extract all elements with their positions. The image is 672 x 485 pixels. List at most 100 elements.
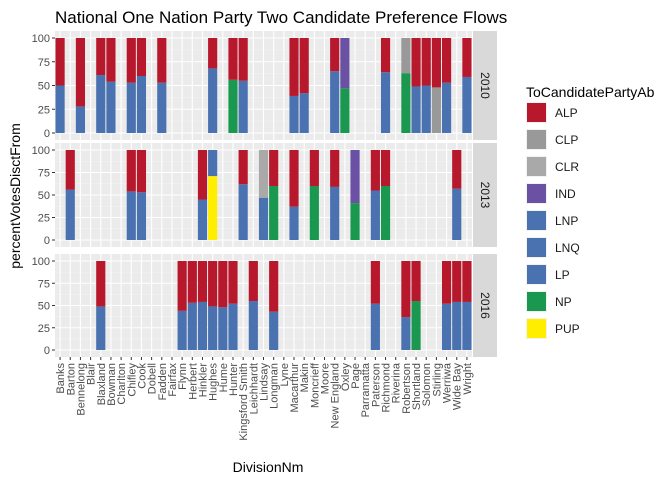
bar-segment-alp (431, 38, 441, 88)
x-tick-label: Shortland (411, 363, 423, 410)
bar-segment-lnp (208, 68, 218, 133)
x-tick-label: Cook (136, 363, 148, 389)
x-tick-label: Hume (218, 363, 230, 392)
bar-segment-alp (452, 150, 462, 189)
bar-segment-alp (248, 261, 258, 302)
bar-segment-lnp (126, 82, 136, 133)
bar-segment-lnp (380, 72, 391, 133)
bar-segment-lnp (330, 186, 340, 240)
bar-segment-lnp (55, 85, 65, 133)
x-tick-label: Wright (462, 363, 474, 395)
bar-segment-lnp (289, 95, 299, 133)
legend-swatch-alp (527, 103, 546, 122)
bar-segment-alp (106, 38, 116, 82)
x-tick-label: Macarthur (289, 363, 301, 413)
bar-segment-alp (441, 38, 452, 83)
bar-segment-lnp (289, 206, 299, 240)
x-tick-label: Leichhardt (248, 363, 260, 414)
bar-segment-alp (55, 38, 65, 86)
y-tick-label: 50 (38, 190, 50, 202)
bar-segment-alp (309, 150, 319, 186)
bar-segment-lnp (197, 301, 208, 350)
bar-segment-alp (330, 38, 340, 72)
x-tick-label: New England (330, 363, 342, 428)
legend-title: ToCandidatePartyAb (526, 84, 655, 100)
x-tick-label: Herbert (187, 363, 199, 400)
bar-segment-alp (126, 38, 136, 83)
y-tick-label: 100 (32, 256, 50, 268)
bar-segment-lnp (258, 197, 269, 240)
y-tick-label: 25 (38, 213, 50, 225)
x-tick-label: Lindsay (259, 363, 271, 401)
legend-label: LNP (555, 214, 578, 228)
bar-segment-alp (289, 150, 299, 207)
y-axis-title: percentVotesDisctFrom (7, 123, 23, 269)
bar-segment-lnp (462, 301, 472, 350)
bar-segment-alp (228, 38, 238, 80)
bar-segment-np (340, 88, 350, 133)
bar-segment-clr (258, 150, 269, 198)
x-axis: BanksBartonBennelongBlairBlaxlandBowmanC… (55, 357, 474, 441)
facet-strip-label: 2010 (478, 72, 492, 99)
bar-segment-alp (441, 261, 452, 304)
bar-segment-lnp (330, 71, 340, 133)
bar-segment-lnp (218, 307, 228, 350)
x-tick-label: Makin (299, 363, 311, 392)
bar-segment-np (401, 73, 411, 133)
legend-label: ALP (555, 106, 578, 120)
x-tick-label: Paterson (370, 363, 382, 407)
bar-segment-lnp (370, 190, 380, 240)
bar-segment-alp (197, 150, 208, 200)
bar-segment-alp (157, 38, 167, 83)
bar-segment-lnp (177, 310, 187, 350)
y-tick-label: 0 (44, 345, 50, 357)
facet-strip-label: 2016 (478, 292, 492, 319)
legend-swatch-pup (527, 319, 546, 338)
bar-segment-lnp (411, 86, 421, 133)
legend-swatch-clp (527, 130, 546, 149)
x-tick-label: Bowman (106, 363, 118, 406)
x-tick-label: Page (350, 363, 362, 389)
x-tick-label: Robertson (401, 363, 413, 414)
legend: ToCandidatePartyAb ALP CLP CLR IND LNP LNQ LP N… (526, 84, 655, 339)
bar-segment-alp (187, 261, 197, 303)
bar-segment-alp (462, 261, 472, 302)
bar-segment-pup (208, 176, 218, 240)
bar-segment-lnp (157, 82, 167, 133)
x-tick-label: Longman (269, 363, 281, 409)
y-tick-label: 100 (32, 145, 50, 157)
x-tick-label: Fadden (157, 363, 169, 400)
x-tick-label: Riverina (391, 362, 403, 403)
legend-swatch-lnq (527, 238, 546, 257)
legend-label: CLR (555, 160, 579, 174)
bar-segment-ind (350, 150, 360, 204)
bar-segment-lnp (462, 76, 472, 133)
bar-segment-alp (228, 261, 238, 304)
bar-segment-alp (136, 150, 147, 193)
x-tick-label: Moore (320, 363, 332, 394)
y-tick-label: 50 (38, 301, 50, 313)
bar-segment-np (269, 186, 279, 240)
bar-segment-alp (208, 38, 218, 69)
legend-swatch-clr (527, 157, 546, 176)
x-tick-label: Werriwa (442, 362, 454, 403)
bar-segment-alp (421, 38, 431, 86)
bar-segment-lnp (248, 301, 258, 350)
facet-panel-2016: 0 25 50 75 100 2016 (32, 254, 497, 357)
x-tick-label: Blair (86, 363, 98, 385)
y-tick-label: 100 (32, 33, 50, 45)
x-tick-label: Richmond (381, 363, 393, 413)
bar-segment-lnp (208, 306, 218, 350)
bar-segment-alp (380, 38, 391, 73)
chart-title: National One Nation Party Two Candidate … (55, 8, 507, 27)
x-tick-label: Solomon (421, 363, 433, 406)
bar-segment-lnp (238, 184, 248, 240)
bar-segment-alp (401, 261, 411, 318)
legend-swatch-ind (527, 184, 546, 203)
bar-segment-alp (452, 261, 462, 302)
legend-label: IND (555, 187, 576, 201)
legend-label: NP (555, 295, 572, 309)
bar-segment-lnp (401, 317, 411, 350)
bar-segment-np (309, 186, 319, 240)
legend-swatch-lp (527, 265, 546, 284)
